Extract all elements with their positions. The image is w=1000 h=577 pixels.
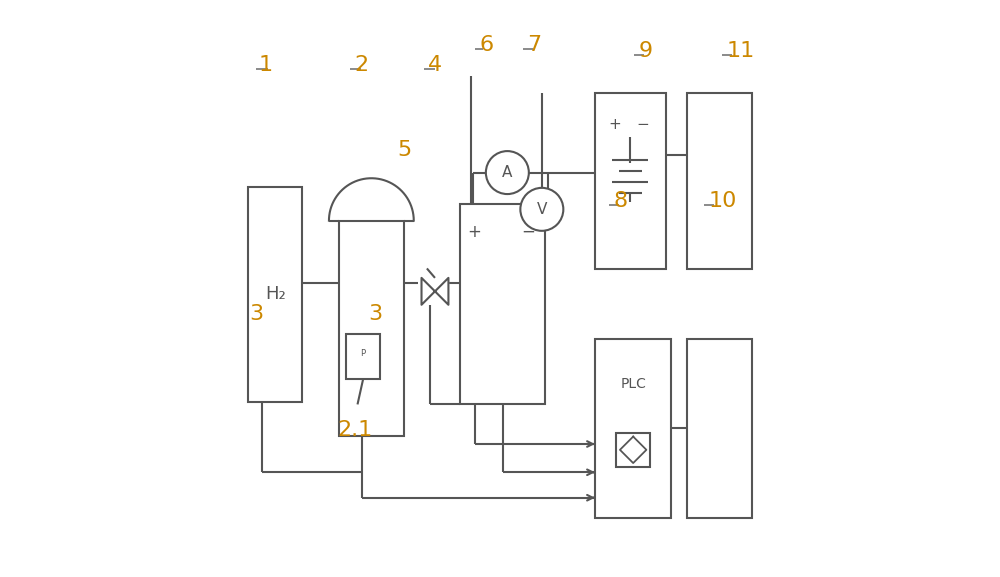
Text: A: A [502, 165, 513, 180]
Text: 1: 1 [259, 55, 273, 75]
Text: 7: 7 [527, 35, 541, 55]
Text: 2: 2 [354, 55, 368, 75]
Text: +: + [468, 223, 481, 241]
Bar [339, 220, 404, 436]
Bar [616, 433, 650, 467]
Polygon shape [422, 278, 435, 305]
Circle shape [520, 188, 563, 231]
Text: P: P [361, 349, 366, 358]
Text: 5: 5 [397, 140, 411, 160]
Bar [595, 339, 671, 518]
Text: 4: 4 [428, 55, 442, 75]
Text: 2.1: 2.1 [338, 420, 373, 440]
Text: −: − [521, 223, 535, 241]
Text: 9: 9 [639, 41, 653, 61]
Bar [346, 334, 380, 379]
Text: −: − [636, 118, 649, 133]
Text: V: V [537, 202, 547, 217]
Text: 6: 6 [479, 35, 493, 55]
Bar [595, 93, 666, 269]
Bar [248, 187, 302, 402]
Text: +: + [608, 118, 621, 133]
Bar [687, 339, 752, 518]
Text: 10: 10 [708, 191, 736, 211]
Text: PLC: PLC [620, 377, 646, 391]
Circle shape [486, 151, 529, 194]
Bar [687, 93, 752, 269]
Polygon shape [435, 278, 448, 305]
Text: 3: 3 [368, 304, 382, 324]
Bar [460, 204, 545, 404]
Text: 3: 3 [250, 304, 264, 324]
Text: 11: 11 [726, 41, 754, 61]
Text: H₂: H₂ [265, 285, 286, 303]
Text: 8: 8 [613, 191, 627, 211]
